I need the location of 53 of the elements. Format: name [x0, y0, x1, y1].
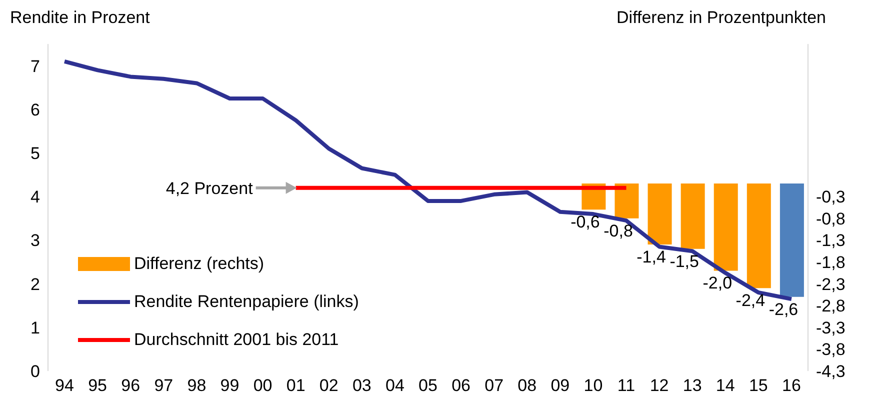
x-tick-label: 05: [418, 376, 438, 396]
y-tick-label: 7: [30, 56, 40, 76]
x-tick-label: 07: [484, 376, 504, 396]
y-tick-label: 2: [30, 274, 40, 294]
x-tick-label: 04: [385, 376, 404, 396]
x-tick-label: 09: [550, 376, 570, 396]
x-tick-label: 12: [650, 376, 669, 396]
legend-label: Durchschnitt 2001 bis 2011: [134, 329, 339, 351]
y2-tick-label: -2,3: [816, 274, 846, 294]
x-tick-label: 15: [748, 376, 768, 396]
x-tick-label: 11: [617, 376, 636, 396]
data-label: -0,6: [570, 212, 600, 232]
y2-tick-label: -0,3: [816, 188, 846, 207]
x-tick-label: 00: [253, 376, 272, 396]
x-tick-label: 14: [716, 376, 735, 396]
y-tick-label: 4: [30, 188, 40, 207]
y-tick-label: 3: [30, 231, 40, 250]
y-tick-label: 0: [30, 362, 40, 382]
x-tick-label: 99: [220, 376, 240, 396]
data-label: -1,4: [636, 248, 666, 267]
x-tick-label: 03: [352, 376, 372, 396]
y2-tick-label: -3,8: [816, 340, 846, 360]
data-label: -2,6: [768, 300, 798, 319]
y2-tick-label: -0,8: [816, 209, 846, 228]
y-tick-label: 1: [30, 318, 40, 338]
annotation: 4,2 Prozent: [166, 178, 254, 198]
x-tick-label: 96: [121, 376, 140, 396]
x-tick-label: 06: [452, 376, 471, 396]
x-tick-label: 13: [682, 376, 702, 396]
y2-tick-label: -3,3: [816, 318, 846, 338]
data-label: -0,8: [604, 221, 633, 240]
y2-axis-title: Differenz in Prozentpunkten: [616, 8, 826, 28]
x-tick-label: 01: [286, 376, 306, 396]
x-tick-label: 16: [782, 376, 801, 396]
y-tick-label: 6: [30, 100, 40, 120]
x-tick-label: 08: [518, 376, 537, 396]
data-label: -1,5: [670, 252, 699, 271]
x-tick-label: 97: [154, 376, 174, 396]
legend-label: Rendite Rentenpapiere (links): [134, 291, 359, 313]
x-tick-label: 94: [55, 376, 74, 396]
data-label: -2,0: [702, 274, 732, 293]
y-axis-title: Rendite in Prozent: [10, 8, 150, 28]
x-tick-label: 10: [584, 376, 603, 396]
x-tick-label: 98: [187, 376, 206, 396]
y2-tick-label: -4,3: [816, 362, 846, 382]
y-tick-label: 5: [30, 144, 40, 164]
y2-tick-label: -1,8: [816, 253, 846, 272]
x-tick-label: 95: [88, 376, 108, 396]
y2-tick-label: -1,3: [816, 231, 846, 250]
y2-tick-label: -2,8: [816, 296, 846, 316]
x-tick-label: 02: [319, 376, 338, 396]
data-label: -2,4: [736, 291, 766, 310]
legend-label: Differenz (rechts): [134, 253, 264, 275]
